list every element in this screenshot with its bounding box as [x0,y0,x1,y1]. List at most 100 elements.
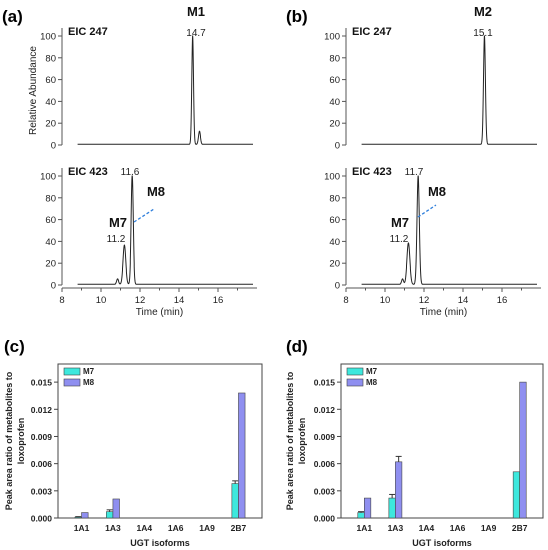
trace-label: EIC 247 [68,26,108,38]
chromatogram-trace [361,175,537,285]
y-tick-label: 0.003 [31,486,53,496]
x-tick-label: 1A1 [74,523,90,533]
legend-swatch-m8 [346,378,364,387]
y-axis-title-line-2: loxoprofen [297,418,307,465]
x-tick-label: 1A1 [357,523,373,533]
x-tick-label: 12 [419,295,430,306]
y-tick-label: 0.009 [31,432,53,442]
y-tick-label: 60 [329,215,340,226]
peak-rt-label: 11.7 [405,167,424,178]
peak-name-label: M8 [428,184,446,199]
y-tick-label: 80 [329,53,340,64]
x-tick-label: 1A4 [137,523,153,533]
panel-label-d: (d) [286,337,308,356]
legend-swatch-m7 [346,367,364,376]
y-tick-label: 40 [329,237,340,248]
x-tick-label: 2B7 [512,523,528,533]
y-tick-label: 20 [45,119,56,130]
y-tick-label: 0 [335,281,340,292]
x-axis-title: Time (min) [420,307,467,318]
bar-m7-1a1 [74,516,82,519]
legend-swatch-m8 [63,378,81,387]
x-tick-label: 8 [343,295,348,306]
y-tick-label: 0.012 [314,405,336,415]
y-tick-label: 20 [329,259,340,270]
y-tick-label: 20 [329,119,340,130]
bar-chart-panel-c: 0.000 0.003 0.006 0.009 0.012 0.015 1A1 1A3 1A4 1… [4,363,263,548]
y-tick-label: 60 [45,215,56,226]
legend-label-m8: M8 [83,378,95,387]
y-tick-label: 0 [51,141,56,152]
y-tick-label: 40 [45,237,56,248]
x-tick-label: 1A9 [199,523,215,533]
chromatogram-panel-b: 0 20 40 60 80 100 EIC 247 M2 15.1 0 20 40 60 80 100 EIC… [324,4,541,318]
peak-rt-label: 11.2 [107,234,126,245]
y-tick-label: 0.000 [31,514,53,524]
y-tick-label: 100 [40,32,56,43]
y-tick-label: 100 [40,172,56,183]
x-tick-label: 2B7 [231,523,247,533]
y-tick-label: 60 [45,75,56,86]
peak-name-label: M1 [187,4,205,19]
x-tick-label: 12 [135,295,146,306]
legend-swatch-m7 [63,367,81,376]
y-tick-label: 0.009 [314,432,336,442]
y-tick-label: 80 [329,193,340,204]
legend-label-m7: M7 [83,367,95,376]
peak-pointer-line [133,208,155,223]
bar-chart-panel-d: 0.000 0.003 0.006 0.009 0.012 0.015 1A1 1A3 1A4 1… [285,363,544,548]
chromatogram-trace [361,35,537,145]
x-tick-label: 8 [59,295,64,306]
x-tick-label: 1A6 [450,523,466,533]
x-tick-label: 16 [497,295,508,306]
y-tick-label: 80 [45,193,56,204]
y-axis-title-line-1: Peak area ratio of metabolites to [4,371,14,510]
y-tick-label: 60 [329,75,340,86]
bar-m7-1a1 [357,512,365,519]
y-tick-label: 0.015 [31,378,53,388]
bar-m8-2b7 [519,381,527,519]
peak-rt-label: 11.2 [390,234,409,245]
y-axis-title-line-2: loxoprofen [16,418,26,465]
x-tick-label: 16 [213,295,224,306]
y-axis-title: Relative Abundance [28,46,39,135]
x-axis-title: UGT isoforms [130,538,190,548]
trace-label: EIC 423 [68,166,108,178]
panel-label-b: (b) [286,7,308,26]
x-tick-label: 1A3 [388,523,404,533]
bar-m8-1a1 [364,497,372,519]
chromatogram-trace [77,35,253,145]
peak-name-label: M2 [474,4,492,19]
y-tick-label: 20 [45,259,56,270]
bar-m7-2b7 [231,483,239,519]
legend-label-m8: M8 [366,378,378,387]
peak-pointer-line [417,204,437,218]
peak-rt-label: 11.6 [121,167,140,178]
panel-label-a: (a) [2,7,23,26]
y-tick-label: 0.012 [31,405,53,415]
bar-m8-1a3 [112,498,120,519]
bar-m8-1a1 [81,512,89,519]
x-axis-title: UGT isoforms [412,538,472,548]
chromatogram-panel-a: 0 20 40 60 80 100 EIC 247 M1 14.7 0 20 40 60 80 100 EIC… [28,4,257,318]
peak-name-label: M8 [147,184,165,199]
y-tick-label: 40 [45,97,56,108]
y-tick-label: 0.006 [314,459,336,469]
x-tick-label: 1A4 [419,523,435,533]
y-tick-label: 0.000 [314,514,336,524]
y-tick-label: 80 [45,53,56,64]
y-tick-label: 100 [324,32,340,43]
plot-frame [340,363,544,519]
panel-label-c: (c) [4,337,25,356]
y-tick-label: 0.015 [314,378,336,388]
x-tick-label: 1A3 [105,523,121,533]
x-tick-label: 10 [380,295,391,306]
x-tick-label: 14 [174,295,185,306]
peak-name-label: M7 [391,215,409,230]
bar-m7-1a3 [106,511,114,519]
bar-m7-1a3 [388,497,396,519]
y-tick-label: 0 [51,281,56,292]
x-tick-label: 10 [96,295,107,306]
peak-rt-label: 14.7 [186,28,206,39]
